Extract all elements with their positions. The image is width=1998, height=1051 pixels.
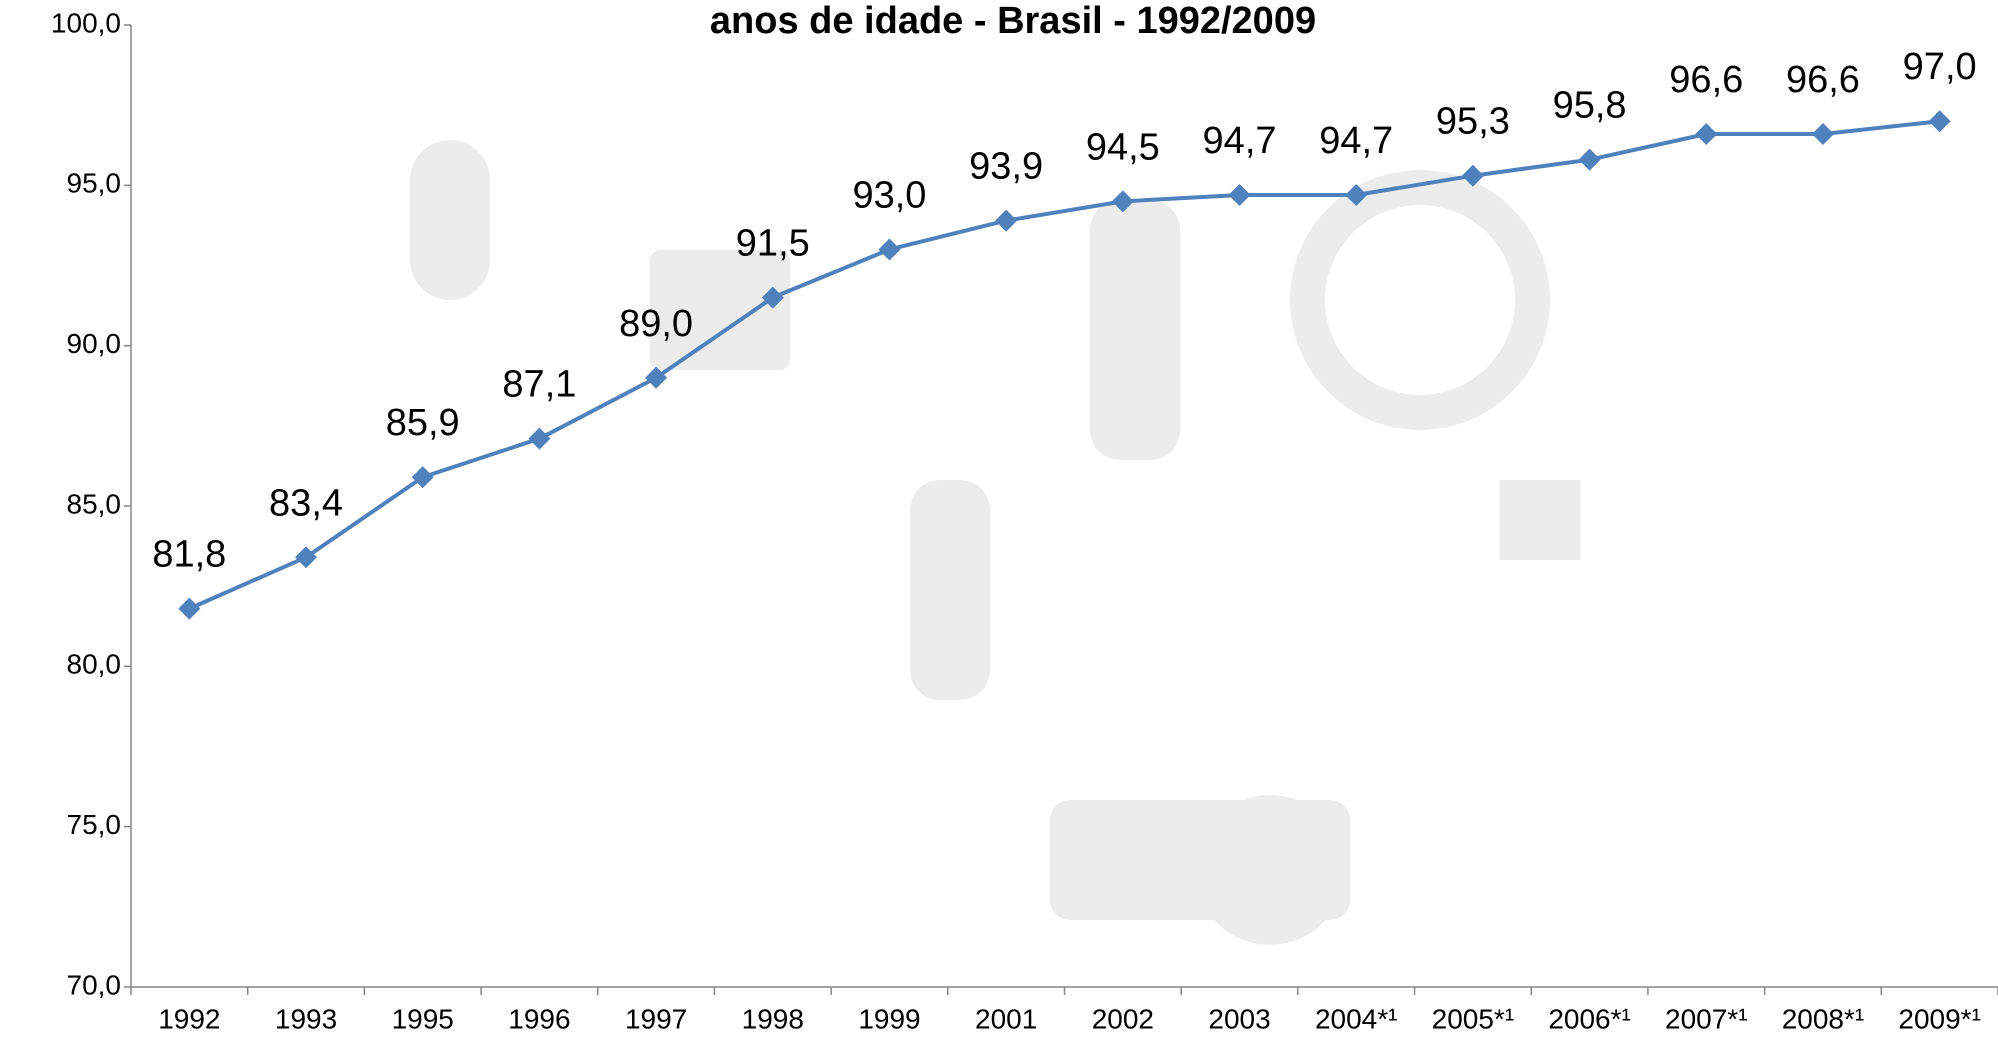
y-tick-label: 70,0: [67, 969, 122, 1000]
data-point: [1812, 123, 1834, 145]
data-label: 95,8: [1553, 85, 1627, 127]
x-tick-label: 2006*¹: [1548, 1003, 1631, 1034]
x-tick-label: 1998: [742, 1003, 804, 1034]
x-tick-label: 2009*¹: [1898, 1003, 1981, 1034]
x-tick-label: 1993: [275, 1003, 337, 1034]
data-label: 94,5: [1086, 126, 1160, 168]
x-tick-label: 1992: [158, 1003, 220, 1034]
y-tick-label: 80,0: [67, 649, 122, 680]
bg-person: [1090, 200, 1180, 460]
y-tick-label: 90,0: [67, 328, 122, 359]
bg-cross: [1500, 480, 1580, 560]
x-tick-label: 2003: [1208, 1003, 1270, 1034]
data-point: [1695, 123, 1717, 145]
data-label: 91,5: [736, 223, 810, 265]
y-tick-label: 85,0: [67, 488, 122, 519]
chart: anos de idade - Brasil - 1992/2009 70,0 7…: [0, 0, 1998, 1051]
bg-figure: [910, 480, 990, 700]
data-label: 83,4: [269, 482, 343, 524]
x-tick-label: 2004*¹: [1315, 1003, 1398, 1034]
bg-plate-inner: [1325, 205, 1515, 395]
x-tick-label: 2008*¹: [1782, 1003, 1865, 1034]
data-point: [528, 428, 550, 450]
x-tick-label: 1996: [508, 1003, 570, 1034]
data-label: 87,1: [502, 364, 576, 406]
y-tick-label: 75,0: [67, 809, 122, 840]
data-point: [1229, 184, 1251, 206]
data-point: [995, 210, 1017, 232]
data-label: 85,9: [386, 402, 460, 444]
background-pictograms: [410, 140, 1580, 945]
x-tick-label: 1999: [858, 1003, 920, 1034]
data-label: 93,9: [969, 146, 1043, 188]
y-tick-label: 100,0: [51, 7, 121, 38]
chart-title: anos de idade - Brasil - 1992/2009: [710, 0, 1316, 42]
data-label: 95,3: [1436, 101, 1510, 143]
bg-bulb: [410, 140, 490, 300]
x-tick-label: 2001: [975, 1003, 1037, 1034]
data-point: [1579, 149, 1601, 171]
data-label: 96,6: [1786, 59, 1860, 101]
data-point: [178, 598, 200, 620]
page: anos de idade - Brasil - 1992/2009 70,0 7…: [0, 0, 1998, 1051]
data-label: 94,7: [1319, 120, 1393, 162]
data-point: [878, 238, 900, 260]
x-tick-label: 2005*¹: [1432, 1003, 1515, 1034]
y-tick-label: 95,0: [67, 168, 122, 199]
data-point: [1929, 110, 1951, 132]
data-label: 89,0: [619, 303, 693, 345]
data-label: 81,8: [152, 534, 226, 576]
bg-wheel: [1195, 795, 1345, 945]
x-tick-label: 1995: [392, 1003, 454, 1034]
data-label: 97,0: [1903, 46, 1977, 88]
x-tick-label: 2007*¹: [1665, 1003, 1748, 1034]
data-label: 94,7: [1203, 120, 1277, 162]
x-tick-label: 1997: [625, 1003, 687, 1034]
data-label: 96,6: [1669, 59, 1743, 101]
x-tick-label: 2002: [1092, 1003, 1154, 1034]
data-label: 93,0: [852, 174, 926, 216]
